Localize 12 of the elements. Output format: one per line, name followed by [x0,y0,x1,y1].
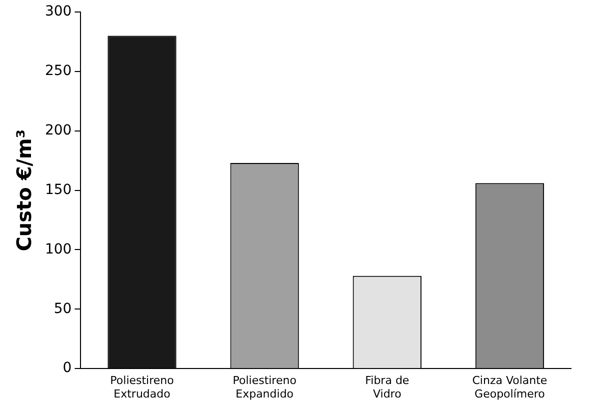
x-tick-label: Fibra de Vidro [365,374,410,400]
y-tick-label: 0 [62,360,72,376]
y-tick-label: 100 [44,241,72,258]
y-tick-label: 200 [44,122,72,139]
y-tick-label: 50 [54,300,72,317]
x-tick-label: Cinza Volante Geopolímero [472,374,548,400]
y-axis-title: Custo €/m³ [12,129,36,252]
x-tick-label: Poliestireno Expandido [232,374,297,400]
y-tick-label: 250 [44,63,72,80]
y-tick-label: 150 [44,182,72,198]
y-tick-label: 300 [44,4,72,20]
x-tick-label: Poliestireno Extrudado [110,374,174,400]
